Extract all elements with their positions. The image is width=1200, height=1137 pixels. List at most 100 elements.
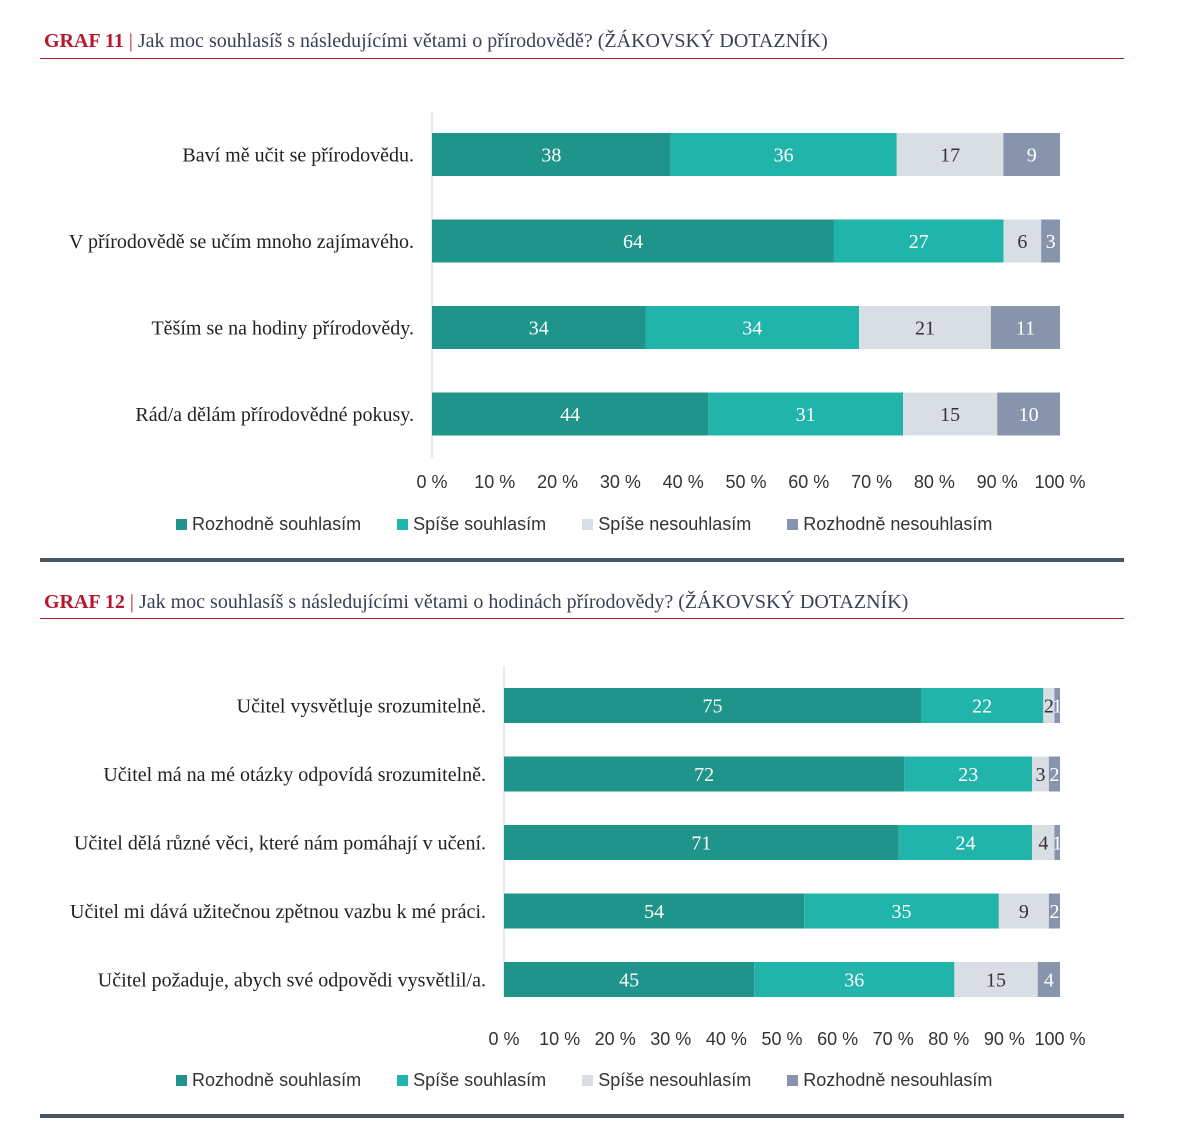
legend-swatch	[787, 1075, 799, 1086]
data-label: 4	[1044, 970, 1054, 992]
bar-segment	[432, 392, 709, 436]
x-tick-label: 80 %	[928, 1029, 969, 1049]
x-tick-label: 10 %	[539, 1029, 580, 1049]
category-label: Učitel vysvětluje srozumitelně.	[237, 696, 486, 718]
bar-segment	[1003, 133, 1060, 176]
bar-segment	[859, 306, 991, 349]
legend-item-agree: Spíše souhlasím	[397, 514, 546, 535]
x-tick-label: 40 %	[663, 472, 704, 492]
bar-segment	[504, 962, 755, 997]
legend-swatch	[787, 519, 799, 530]
x-tick-label: 60 %	[817, 1029, 858, 1049]
x-tick-label: 30 %	[600, 472, 641, 492]
category-label: V přírodovědě se učím mnoho zajímavého.	[69, 231, 414, 253]
data-label: 72	[694, 764, 714, 786]
legend-item-strongly-disagree: Rozhodně nesouhlasím	[787, 514, 992, 535]
chart-title-text: Jak moc souhlasíš s následujícími větami…	[138, 591, 909, 613]
legend-label: Rozhodně nesouhlasím	[803, 1070, 993, 1090]
data-label: 54	[644, 901, 664, 923]
bar-segment	[1041, 219, 1060, 263]
legend-swatch	[582, 519, 594, 530]
x-tick-label: 70 %	[873, 1029, 914, 1049]
data-label: 17	[940, 145, 960, 167]
x-tick-label: 90 %	[984, 1029, 1025, 1049]
legend-label: Rozhodně souhlasím	[192, 514, 362, 534]
data-label: 2	[1049, 901, 1059, 923]
x-tick-label: 20 %	[537, 472, 578, 492]
chart-plot: Baví mě učit se přírodovědu. 38 36 17 9 V pří…	[69, 111, 1086, 492]
data-label: 36	[844, 970, 864, 992]
legend: Rozhodně souhlasím Spíše souhlasím Spíše…	[176, 514, 1028, 535]
chart-plot: Učitel vysvětluje srozumitelně. 75 22 21Uči…	[70, 666, 1086, 1049]
category-label: Učitel požaduje, abych své odpovědi vysv…	[98, 970, 486, 992]
legend-swatch	[582, 1075, 594, 1086]
x-tick-label: 100 %	[1034, 472, 1085, 492]
legend-item-strongly-agree: Rozhodně souhlasím	[176, 1070, 361, 1091]
legend-label: Rozhodně souhlasím	[192, 1070, 362, 1090]
x-tick-label: 0 %	[416, 472, 447, 492]
bar-segment	[903, 392, 998, 436]
bar-segment	[1054, 688, 1060, 723]
bar-segment	[1003, 219, 1042, 263]
data-label: 36	[774, 145, 794, 167]
section-divider	[40, 1114, 1124, 1118]
category-label: Učitel má na mé otázky odpovídá srozumit…	[103, 764, 486, 786]
bar-segment	[432, 219, 834, 263]
bar-segment	[804, 893, 999, 929]
legend-item-agree: Spíše souhlasím	[397, 1070, 546, 1091]
chart-label: GRAF 12	[44, 591, 125, 613]
bar-segment	[432, 133, 671, 176]
category-label: Rád/a dělám přírodovědné pokusy.	[135, 404, 414, 426]
bar-segment	[990, 306, 1060, 349]
data-label: 35	[892, 901, 912, 923]
bar-segment	[1048, 893, 1060, 929]
bar-segment	[432, 306, 646, 349]
legend-swatch	[176, 1075, 187, 1086]
bar-segment	[504, 893, 805, 929]
data-label: 1	[1052, 696, 1062, 718]
data-label: 10	[1019, 404, 1039, 426]
data-label: 1	[1052, 833, 1062, 855]
bar-segment	[896, 133, 1004, 176]
x-tick-label: 10 %	[474, 472, 515, 492]
legend: Rozhodně souhlasím Spíše souhlasím Spíše…	[176, 1070, 1028, 1091]
legend-label: Spíše souhlasím	[413, 514, 547, 534]
bar-segment	[708, 392, 903, 436]
legend-label: Spíše nesouhlasím	[598, 514, 752, 534]
data-label: 45	[619, 970, 639, 992]
x-tick-label: 60 %	[788, 472, 829, 492]
data-label: 21	[915, 318, 935, 340]
bar-segment	[1043, 688, 1055, 723]
bar-segment	[645, 306, 860, 349]
bar-segment	[1032, 825, 1055, 860]
category-label: Učitel mi dává užitečnou zpětnou vazbu k…	[70, 901, 486, 923]
data-label: 22	[972, 696, 992, 718]
x-tick-label: 50 %	[725, 472, 766, 492]
data-label: 11	[1016, 318, 1035, 340]
x-tick-label: 40 %	[706, 1029, 747, 1049]
x-tick-label: 80 %	[914, 472, 955, 492]
bar-segment	[1037, 962, 1060, 997]
data-label: 23	[958, 764, 978, 786]
chart-title: GRAF 11 | Jak moc souhlasíš s následujíc…	[44, 30, 828, 52]
title-rule	[40, 58, 1124, 59]
legend-label: Spíše nesouhlasím	[598, 1070, 752, 1090]
chart-title: GRAF 12 | Jak moc souhlasíš s následujíc…	[44, 591, 909, 613]
legend-swatch	[397, 1075, 409, 1086]
title-rule	[40, 618, 1124, 619]
data-label: 38	[541, 145, 561, 167]
data-label: 71	[691, 833, 711, 855]
bar-segment	[1048, 756, 1060, 792]
legend-swatch	[397, 519, 409, 530]
data-label: 9	[1027, 145, 1037, 167]
x-tick-label: 90 %	[977, 472, 1018, 492]
bar-segment	[898, 825, 1033, 860]
bar-segment	[954, 962, 1038, 997]
bar-segment	[904, 756, 1033, 792]
bar-segment	[1032, 756, 1049, 792]
bar-segment	[921, 688, 1044, 723]
bar-segment	[833, 219, 1004, 263]
data-label: 15	[940, 404, 960, 426]
legend-label: Rozhodně nesouhlasím	[803, 514, 993, 534]
bar-segment	[998, 893, 1049, 929]
